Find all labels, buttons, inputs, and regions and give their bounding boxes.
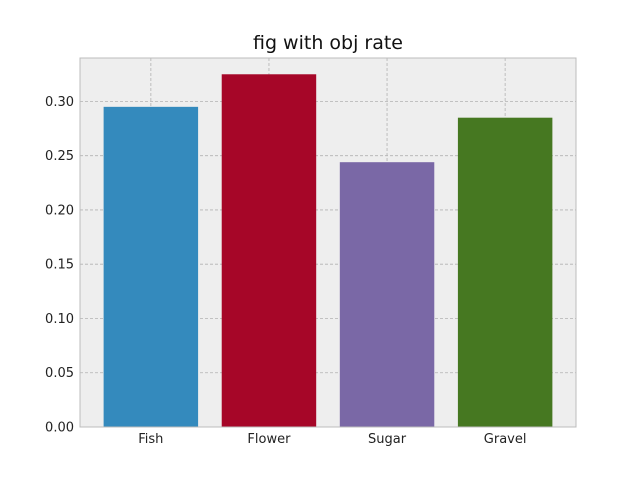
- y-tick-label: 0.15: [45, 258, 74, 273]
- y-tick-label: 0.00: [45, 421, 74, 436]
- x-tick-label: Fish: [138, 432, 163, 447]
- y-axis-ticks: 0.00 0.05 0.10 0.15 0.20 0.25 0.30: [45, 95, 74, 436]
- x-tick-label: Sugar: [368, 432, 407, 447]
- y-tick-label: 0.30: [45, 95, 74, 110]
- y-tick-label: 0.20: [45, 203, 74, 218]
- y-tick-label: 0.10: [45, 312, 74, 327]
- chart-title: fig with obj rate: [253, 32, 403, 54]
- y-tick-label: 0.05: [45, 366, 74, 381]
- x-axis-ticks: Fish Flower Sugar Gravel: [138, 432, 526, 447]
- bar-fish: [103, 106, 199, 428]
- bar-flower: [221, 74, 317, 427]
- bar-gravel: [457, 117, 553, 428]
- y-tick-label: 0.25: [45, 149, 74, 164]
- x-tick-label: Gravel: [484, 432, 527, 447]
- plot-frame: [79, 57, 577, 428]
- bar-series: [103, 74, 553, 428]
- bar-sugar: [339, 162, 435, 427]
- x-tick-label: Flower: [247, 432, 291, 447]
